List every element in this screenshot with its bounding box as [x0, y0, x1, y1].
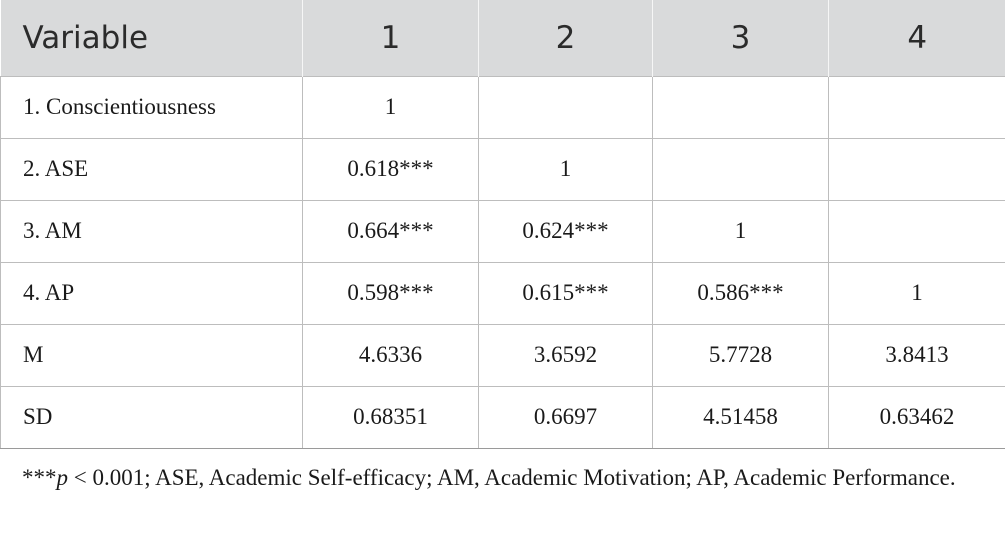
- header-col-2: 2: [478, 0, 653, 76]
- table-cell: [478, 75, 653, 139]
- table-cell: 1: [828, 261, 1005, 325]
- header-col-3: 3: [652, 0, 829, 76]
- table-header: Variable 1 2 3 4: [0, 0, 1005, 76]
- table-row: SD 0.68351 0.6697 4.51458 0.63462: [0, 385, 1005, 449]
- table-cell: [828, 75, 1005, 139]
- row-label: 1. Conscientiousness: [0, 75, 303, 139]
- table-cell: [652, 75, 829, 139]
- table-row: 1. Conscientiousness 1: [0, 75, 1005, 139]
- footnote-stars: ***: [22, 465, 57, 490]
- table-footnote: ***p < 0.001; ASE, Academic Self-efficac…: [22, 462, 982, 494]
- table-body: 1. Conscientiousness 1 2. ASE 0.618*** 1…: [0, 75, 1005, 449]
- footnote-text: < 0.001; ASE, Academic Self-efficacy; AM…: [68, 465, 956, 490]
- header-col-1: 1: [302, 0, 479, 76]
- table-cell: 0.598***: [302, 261, 479, 325]
- row-label: 2. ASE: [0, 137, 303, 201]
- table-cell: 0.664***: [302, 199, 479, 263]
- table-cell: 0.624***: [478, 199, 653, 263]
- row-label: 3. AM: [0, 199, 303, 263]
- table-cell: 4.6336: [302, 323, 479, 387]
- header-row: Variable 1 2 3 4: [0, 0, 1005, 76]
- table-row: 4. AP 0.598*** 0.615*** 0.586*** 1: [0, 261, 1005, 325]
- table-cell: 5.7728: [652, 323, 829, 387]
- table-cell: 0.615***: [478, 261, 653, 325]
- correlation-table: Variable 1 2 3 4 1. Conscientiousness 1 …: [0, 0, 1005, 449]
- row-label: SD: [0, 385, 303, 449]
- row-label: 4. AP: [0, 261, 303, 325]
- table-cell: [652, 137, 829, 201]
- table-cell: 1: [652, 199, 829, 263]
- table-row: 2. ASE 0.618*** 1: [0, 137, 1005, 201]
- table-cell: 0.618***: [302, 137, 479, 201]
- header-col-4: 4: [828, 0, 1005, 76]
- footnote-p-symbol: p: [56, 465, 69, 490]
- row-label: M: [0, 323, 303, 387]
- table-cell: [828, 137, 1005, 201]
- table-cell: 0.68351: [302, 385, 479, 449]
- table-cell: 3.6592: [478, 323, 653, 387]
- correlation-table-container: Variable 1 2 3 4 1. Conscientiousness 1 …: [0, 0, 1005, 449]
- table-row: 3. AM 0.664*** 0.624*** 1: [0, 199, 1005, 263]
- table-cell: 1: [478, 137, 653, 201]
- table-cell: 0.586***: [652, 261, 829, 325]
- table-cell: [828, 199, 1005, 263]
- header-variable: Variable: [0, 0, 303, 76]
- table-cell: 0.6697: [478, 385, 653, 449]
- table-cell: 0.63462: [828, 385, 1005, 449]
- table-cell: 4.51458: [652, 385, 829, 449]
- table-cell: 1: [302, 75, 479, 139]
- table-cell: 3.8413: [828, 323, 1005, 387]
- table-row: M 4.6336 3.6592 5.7728 3.8413: [0, 323, 1005, 387]
